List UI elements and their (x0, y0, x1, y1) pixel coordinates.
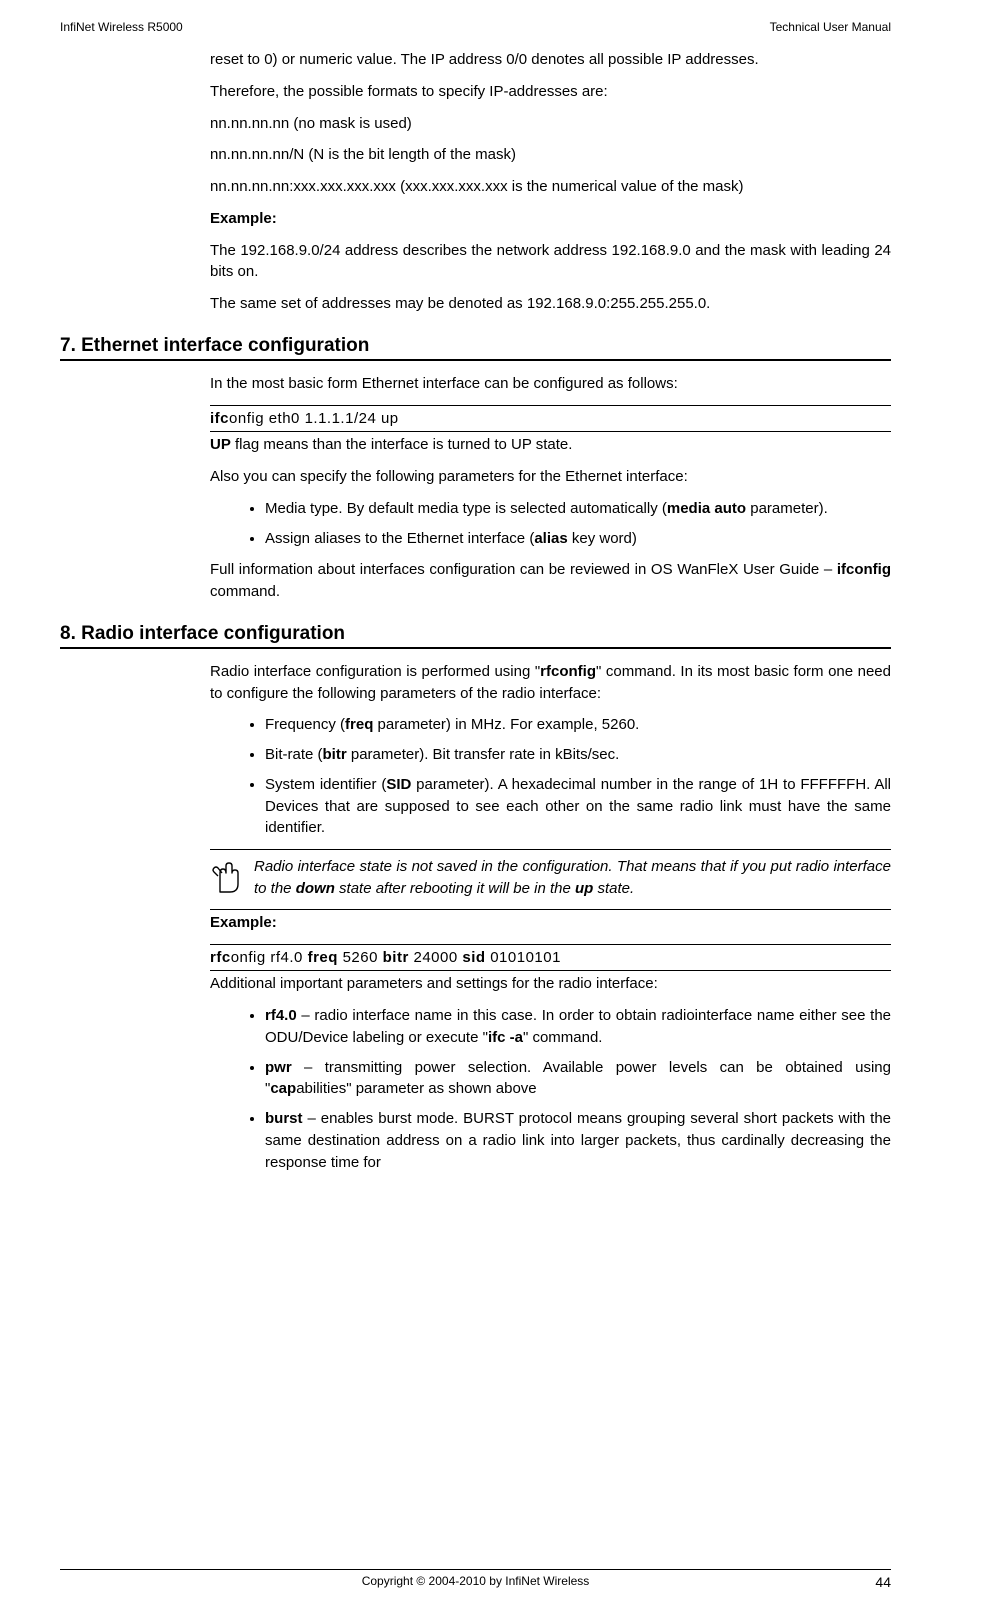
bullet-list: Media type. By default media type is sel… (210, 498, 891, 550)
example-label: Example: (210, 912, 891, 934)
page-header: InfiNet Wireless R5000 Technical User Ma… (60, 20, 891, 34)
divider (210, 970, 891, 971)
header-left: InfiNet Wireless R5000 (60, 20, 183, 34)
list-item: Frequency (freq parameter) in MHz. For e… (265, 714, 891, 736)
hand-icon (210, 856, 254, 903)
command-line: ifconfig eth0 1.1.1.1/24 up (210, 408, 891, 430)
para: Radio interface configuration is perform… (210, 661, 891, 705)
para: nn.nn.nn.nn (no mask is used) (210, 113, 891, 135)
para: The 192.168.9.0/24 address describes the… (210, 240, 891, 284)
section-8-heading: 8. Radio interface configuration (60, 623, 891, 645)
divider (210, 405, 891, 406)
para: nn.nn.nn.nn:xxx.xxx.xxx.xxx (xxx.xxx.xxx… (210, 176, 891, 198)
example-label: Example: (210, 208, 891, 230)
divider (210, 944, 891, 945)
page-number: 44 (875, 1574, 891, 1590)
list-item: Assign aliases to the Ethernet interface… (265, 528, 891, 550)
para: Therefore, the possible formats to speci… (210, 81, 891, 103)
para: In the most basic form Ethernet interfac… (210, 373, 891, 395)
list-item: Media type. By default media type is sel… (265, 498, 891, 520)
divider (210, 909, 891, 910)
para: nn.nn.nn.nn/N (N is the bit length of th… (210, 144, 891, 166)
divider (210, 849, 891, 850)
para: The same set of addresses may be denoted… (210, 293, 891, 315)
copyright-text: Copyright © 2004-2010 by InfiNet Wireles… (362, 1574, 590, 1588)
list-item: burst – enables burst mode. BURST protoc… (265, 1108, 891, 1173)
note-box: Radio interface state is not saved in th… (210, 856, 891, 903)
header-right: Technical User Manual (770, 20, 891, 34)
para: Additional important parameters and sett… (210, 973, 891, 995)
list-item: rf4.0 – radio interface name in this cas… (265, 1005, 891, 1049)
page-footer: Copyright © 2004-2010 by InfiNet Wireles… (60, 1569, 891, 1588)
divider (210, 431, 891, 432)
para: Full information about interfaces config… (210, 559, 891, 603)
para: UP flag means than the interface is turn… (210, 434, 891, 456)
list-item: pwr – transmitting power selection. Avai… (265, 1057, 891, 1101)
para: reset to 0) or numeric value. The IP add… (210, 49, 891, 71)
para: Also you can specify the following param… (210, 466, 891, 488)
bullet-list: Frequency (freq parameter) in MHz. For e… (210, 714, 891, 839)
divider (60, 359, 891, 361)
list-item: System identifier (SID parameter). A hex… (265, 774, 891, 839)
command-line: rfconfig rf4.0 freq 5260 bitr 24000 sid … (210, 947, 891, 969)
note-text: Radio interface state is not saved in th… (254, 856, 891, 900)
section-7-heading: 7. Ethernet interface configuration (60, 335, 891, 357)
divider (60, 647, 891, 649)
bullet-list: rf4.0 – radio interface name in this cas… (210, 1005, 891, 1173)
list-item: Bit-rate (bitr parameter). Bit transfer … (265, 744, 891, 766)
